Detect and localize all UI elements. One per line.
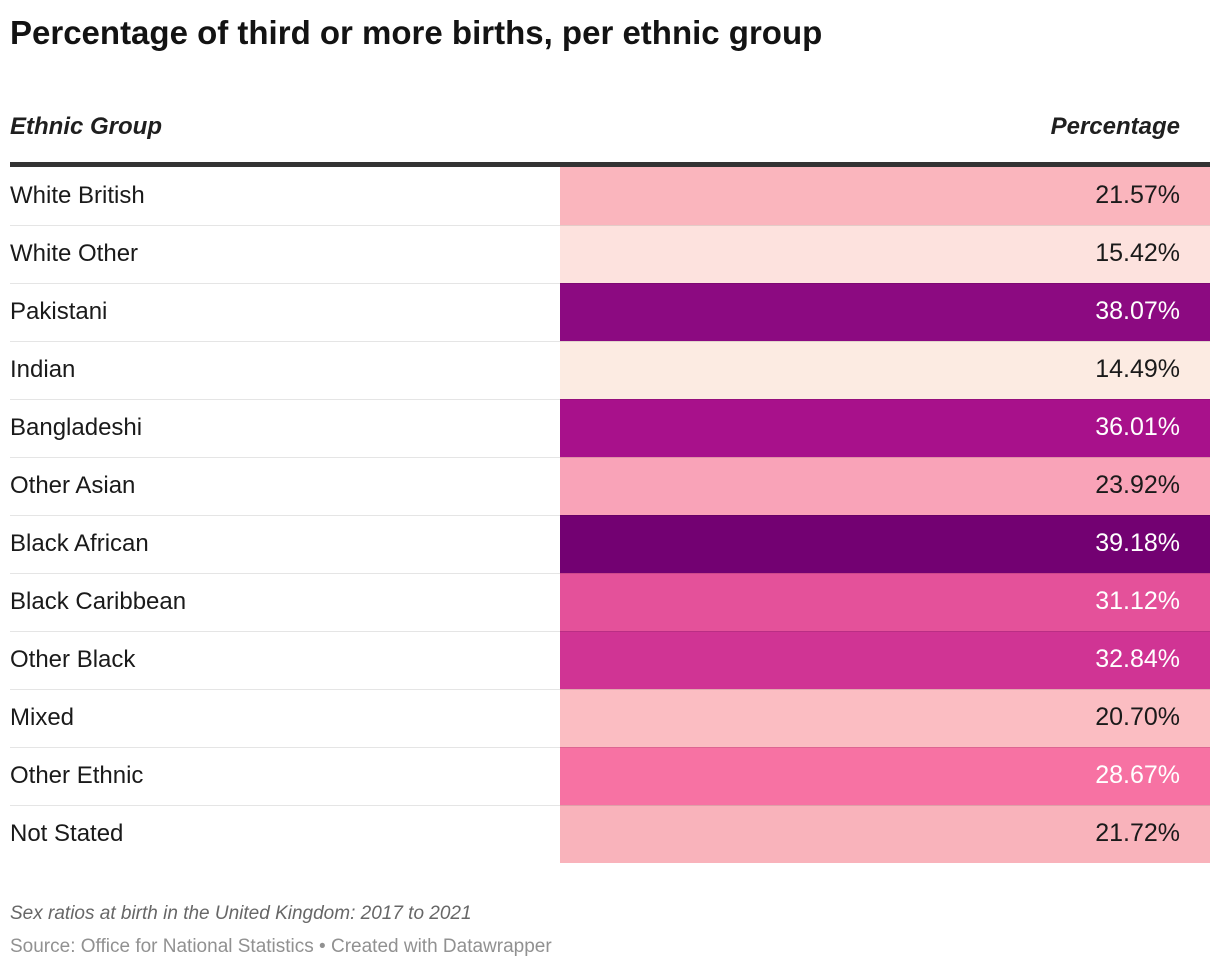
row-percentage-value: 28.67% xyxy=(1095,761,1180,790)
row-percentage-value: 21.57% xyxy=(1095,181,1180,210)
row-percentage-cell: 20.70% xyxy=(560,688,1210,747)
row-percentage-value: 38.07% xyxy=(1095,297,1180,326)
row-ethnic-group-label: Other Black xyxy=(10,630,560,689)
row-percentage-value: 31.12% xyxy=(1095,587,1180,616)
row-percentage-cell: 21.72% xyxy=(560,804,1210,863)
row-percentage-value: 14.49% xyxy=(1095,355,1180,384)
row-percentage-value: 20.70% xyxy=(1095,703,1180,732)
chart-source-byline: Source: Office for National Statistics •… xyxy=(10,936,552,958)
table-body: White British 21.57% White Other 15.42% … xyxy=(10,166,1210,863)
chart-note: Sex ratios at birth in the United Kingdo… xyxy=(10,902,472,924)
row-ethnic-group-label: Black Caribbean xyxy=(10,572,560,631)
row-percentage-cell: 31.12% xyxy=(560,572,1210,631)
row-percentage-cell: 14.49% xyxy=(560,340,1210,399)
row-percentage-cell: 15.42% xyxy=(560,224,1210,283)
row-ethnic-group-label: Other Asian xyxy=(10,456,560,515)
row-ethnic-group-label: White British xyxy=(10,166,560,225)
table-row: Other Black 32.84% xyxy=(10,630,1210,689)
row-percentage-value: 32.84% xyxy=(1095,645,1180,674)
row-percentage-value: 39.18% xyxy=(1095,529,1180,558)
table-row: White British 21.57% xyxy=(10,166,1210,225)
row-ethnic-group-label: White Other xyxy=(10,224,560,283)
table-row: Indian 14.49% xyxy=(10,340,1210,399)
row-percentage-value: 21.72% xyxy=(1095,819,1180,848)
column-header-ethnic-group: Ethnic Group xyxy=(10,112,162,140)
row-percentage-cell: 23.92% xyxy=(560,456,1210,515)
row-percentage-cell: 38.07% xyxy=(560,282,1210,341)
row-ethnic-group-label: Pakistani xyxy=(10,282,560,341)
row-percentage-value: 15.42% xyxy=(1095,239,1180,268)
row-ethnic-group-label: Not Stated xyxy=(10,804,560,863)
row-ethnic-group-label: Indian xyxy=(10,340,560,399)
row-percentage-value: 23.92% xyxy=(1095,471,1180,500)
row-percentage-value: 36.01% xyxy=(1095,413,1180,442)
column-header-percentage: Percentage xyxy=(1050,112,1180,140)
row-ethnic-group-label: Mixed xyxy=(10,688,560,747)
row-percentage-cell: 21.57% xyxy=(560,166,1210,225)
chart-title: Percentage of third or more births, per … xyxy=(10,14,823,51)
table-row: Black African 39.18% xyxy=(10,514,1210,573)
table-row: White Other 15.42% xyxy=(10,224,1210,283)
row-percentage-cell: 32.84% xyxy=(560,630,1210,689)
table-row: Not Stated 21.72% xyxy=(10,804,1210,863)
table-row: Other Ethnic 28.67% xyxy=(10,746,1210,805)
table-row: Bangladeshi 36.01% xyxy=(10,398,1210,457)
row-percentage-cell: 28.67% xyxy=(560,746,1210,805)
table-header-row: Ethnic Group Percentage xyxy=(10,113,1210,167)
row-ethnic-group-label: Other Ethnic xyxy=(10,746,560,805)
row-percentage-cell: 36.01% xyxy=(560,398,1210,457)
table-row: Mixed 20.70% xyxy=(10,688,1210,747)
table-row: Pakistani 38.07% xyxy=(10,282,1210,341)
chart-container: Percentage of third or more births, per … xyxy=(10,14,1210,958)
row-percentage-cell: 39.18% xyxy=(560,514,1210,573)
row-ethnic-group-label: Bangladeshi xyxy=(10,398,560,457)
table-row: Other Asian 23.92% xyxy=(10,456,1210,515)
row-ethnic-group-label: Black African xyxy=(10,514,560,573)
table-row: Black Caribbean 31.12% xyxy=(10,572,1210,631)
